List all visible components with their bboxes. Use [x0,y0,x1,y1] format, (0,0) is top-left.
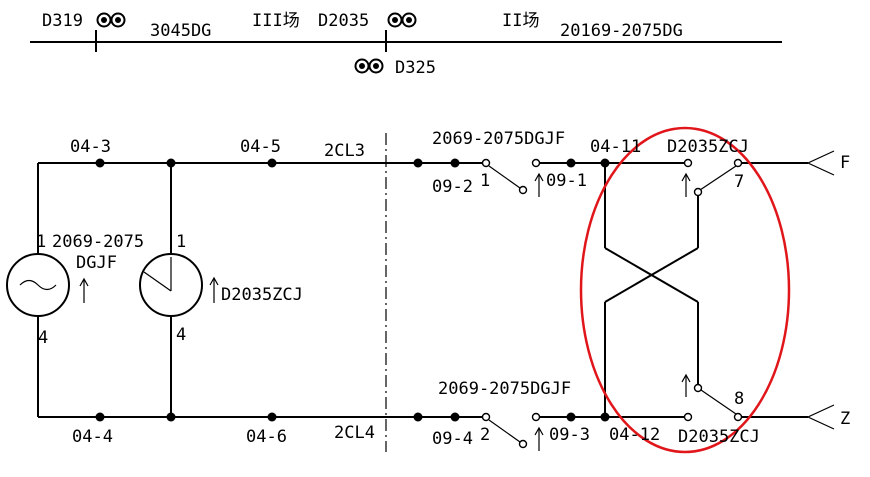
terminal-dot [95,158,105,168]
dgjf-contact-bottom [481,412,541,449]
terminal-dot [166,158,176,168]
node-04-3-label: 04-3 [70,137,111,157]
node-04-12-label: 04-12 [609,425,660,445]
contact-7-label: 7 [734,172,744,192]
terminal-dot [450,412,460,422]
terminal-dot [600,412,610,422]
signal-d2035-label: D2035 [318,11,369,31]
coil-wave-icon [19,279,57,291]
yard-2-label: II场 [502,11,539,31]
up-arrow-icon [79,277,89,303]
output-f-arrow-icon [806,150,835,176]
up-arrow-icon [534,426,544,451]
relay-left-pin4-label: 4 [38,328,48,348]
contact-8-label: 8 [734,389,744,409]
up-arrow-icon [681,172,691,197]
node-04-11-label: 04-11 [590,137,641,157]
relay-right-pin1-label: 1 [176,232,186,252]
node-04-4-label: 04-4 [72,427,113,447]
terminal-dot [267,158,277,168]
wiring [37,133,808,452]
relay-zcj-top-label: D2035ZCJ [667,137,749,157]
relay-contacts [481,158,743,451]
labels: 04-3 04-5 2CL3 2069-2075DGJF 04-11 D2035… [36,129,850,449]
output-z-arrow-icon [806,404,835,430]
up-arrow-icon [534,172,544,197]
signal-d2035-lamps-icon [387,12,417,28]
dgjf-contact-top [481,158,541,195]
output-f-label: F [840,153,850,173]
relay-coil-zcj [139,253,203,317]
up-arrow-icon [209,276,219,303]
relay-right-name-label: D2035ZCJ [221,285,303,305]
terminal-dot [267,412,277,422]
cross-diag-2 [604,247,699,303]
cable-2cl4-label: 2CL4 [334,423,375,443]
contact-1-label: 1 [480,171,490,191]
node-09-3-label: 09-3 [549,425,590,445]
track-header: D319 3045DG III场 D2035 II场 20169-2075DG … [30,11,782,78]
signal-d325-label: D325 [395,58,436,78]
yard-3-label: III场 [252,11,300,31]
terminal-dot [413,158,423,168]
terminal-dot [566,158,576,168]
terminal-dots [95,158,610,422]
relay-left-pin1-label: 1 [36,232,46,252]
relay-zcj-bottom-label: D2035ZCJ [678,427,760,447]
terminal-dot [95,412,105,422]
zcj-contact-top [683,158,743,197]
node-04-5-label: 04-5 [240,137,281,157]
track-3045dg-label: 3045DG [150,21,211,41]
relay-coil-dgjf [6,253,70,317]
node-09-2-label: 09-2 [432,177,473,197]
terminal-dot [413,412,423,422]
node-09-1-label: 09-1 [546,171,587,191]
signal-d319-label: D319 [42,11,83,31]
cable-2cl3-label: 2CL3 [324,141,365,161]
relay-left-name2-label: DGJF [76,253,117,273]
signal-d319-lamps-icon [96,12,126,28]
node-09-4-label: 09-4 [432,429,473,449]
relay-dgjf-top-label: 2069-2075DGJF [432,129,565,149]
relay-right-pin4-label: 4 [176,325,186,345]
relay-dgjf-bottom-label: 2069-2075DGJF [438,379,571,399]
terminal-dot [566,412,576,422]
output-z-label: Z [840,409,850,429]
track-20169-label: 20169-2075DG [560,21,683,41]
terminal-dot [166,412,176,422]
relay-left-name-label: 2069-2075 [52,232,144,252]
terminal-dot [450,158,460,168]
terminal-dot [600,158,610,168]
contact-2-label: 2 [480,425,490,445]
signal-d325-lamps-icon [354,58,384,74]
node-04-6-label: 04-6 [246,427,287,447]
zcj-contact-bottom [683,383,743,422]
up-arrow-icon [681,373,691,397]
highlight-ellipse [579,126,791,454]
